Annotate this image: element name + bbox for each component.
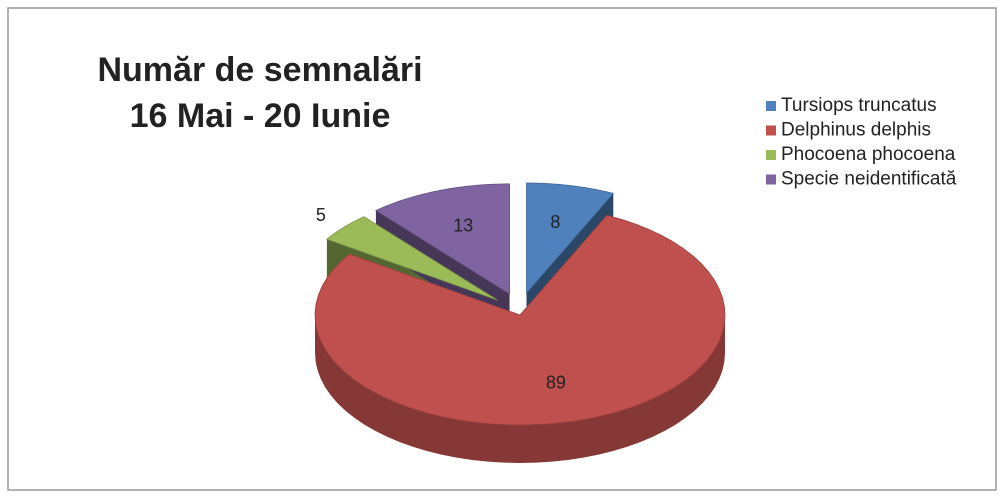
pie-slice [326, 216, 498, 301]
legend-swatch [766, 150, 776, 160]
legend-swatch [766, 125, 776, 136]
legend-label: Tursiops truncatus [781, 95, 937, 116]
legend-label: Specie neidentificată [781, 169, 957, 190]
chart-title: Număr de semnalări [97, 51, 422, 89]
data-label: 8 [550, 212, 560, 232]
chart-subtitle: 16 Mai - 20 Iunie [130, 97, 391, 135]
pie-slice [314, 214, 726, 426]
data-label: 89 [546, 373, 566, 393]
pie-slice [375, 183, 510, 295]
data-label: 13 [453, 216, 473, 236]
legend-swatch [766, 101, 776, 111]
legend-label: Phocoena phocoena [781, 144, 956, 165]
legend-label: Delphinus delphis [781, 120, 931, 141]
data-label: 5 [316, 205, 326, 225]
pie-slice [526, 182, 615, 295]
slice-side [315, 315, 725, 463]
legend-swatch [766, 174, 776, 185]
